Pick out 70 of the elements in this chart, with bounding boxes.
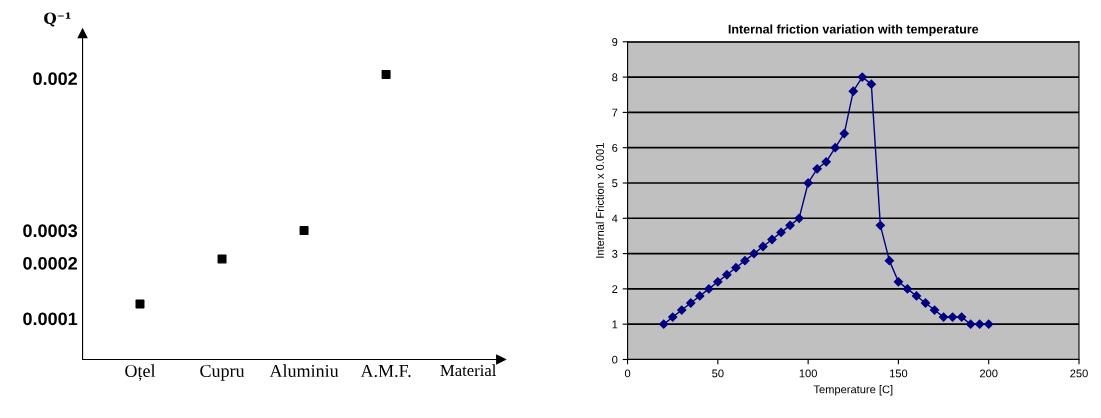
x-tick-label: 100 xyxy=(799,369,817,378)
point xyxy=(135,299,145,309)
x-tick-label: 150 xyxy=(889,369,908,378)
y-tick-label: 3 xyxy=(612,249,618,258)
point xyxy=(749,248,759,259)
point xyxy=(686,298,696,308)
point xyxy=(803,178,813,188)
y-tick-label: 7 xyxy=(612,108,618,117)
y-tick-label: 4 xyxy=(611,214,618,223)
y-tick-label: 5 xyxy=(612,179,618,188)
y-tick-label: 9 xyxy=(612,38,618,46)
point xyxy=(975,319,985,329)
x-tick-label: Oțel xyxy=(125,364,156,381)
point xyxy=(812,164,822,174)
point xyxy=(668,312,678,322)
point xyxy=(704,284,714,294)
point xyxy=(217,254,227,264)
point xyxy=(299,225,309,235)
point xyxy=(902,284,913,294)
point xyxy=(758,241,768,252)
y-tick-label: 0.002 xyxy=(33,72,77,86)
point xyxy=(767,234,777,245)
point xyxy=(713,277,723,287)
x-tick-label: 0 xyxy=(624,369,631,378)
x-tick-label: Cupru xyxy=(200,364,245,381)
x-tick-label: 50 xyxy=(712,369,724,378)
y-tick-label: 0 xyxy=(612,355,618,364)
point xyxy=(695,291,705,301)
point xyxy=(956,312,967,322)
point xyxy=(785,220,795,230)
x-tick-label: Aluminiu xyxy=(269,364,339,378)
point xyxy=(722,270,732,280)
point xyxy=(848,86,858,96)
y-tick-label: 0.0003 xyxy=(23,224,78,238)
point xyxy=(776,227,786,238)
point xyxy=(884,256,895,266)
point xyxy=(381,69,391,79)
x-axis-title: Temperature [C] xyxy=(813,385,893,396)
point xyxy=(893,277,904,287)
x-tick-label: 250 xyxy=(1070,369,1088,378)
point xyxy=(659,319,669,329)
x-axis-title: Material xyxy=(440,364,497,377)
chart-title: Internal friction variation with temperature xyxy=(728,24,979,37)
y-tick-label: 0.0002 xyxy=(23,256,77,270)
point xyxy=(857,72,867,82)
y-axis-title: Internal Friction x 0.001 xyxy=(595,143,604,258)
point xyxy=(866,79,876,89)
y-axis-title: Q⁻¹ xyxy=(44,12,71,27)
point xyxy=(794,213,804,223)
point xyxy=(677,305,687,315)
point xyxy=(984,319,994,329)
point xyxy=(911,291,922,301)
point xyxy=(875,220,885,230)
point xyxy=(947,312,958,322)
y-tick-label: 1 xyxy=(612,320,618,329)
x-tick-label: 200 xyxy=(979,369,998,378)
point xyxy=(920,298,931,308)
point xyxy=(929,305,940,315)
y-tick-label: 0.0001 xyxy=(23,312,78,326)
point xyxy=(731,263,741,273)
point xyxy=(839,128,849,139)
point xyxy=(966,319,976,329)
point xyxy=(830,143,840,153)
point xyxy=(938,312,949,322)
y-tick-label: 8 xyxy=(612,73,618,82)
y-tick-label: 6 xyxy=(612,143,618,152)
point xyxy=(821,157,831,167)
point xyxy=(740,256,750,266)
x-tick-label: A.M.F. xyxy=(360,364,411,378)
y-tick-label: 2 xyxy=(612,285,618,293)
